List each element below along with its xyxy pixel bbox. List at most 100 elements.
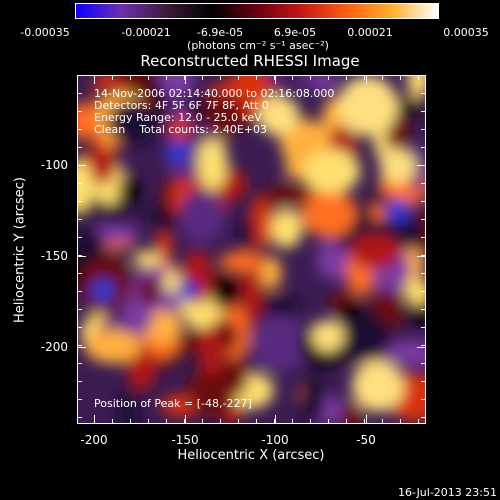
energy-range-info: Energy Range: 12.0 - 25.0 keV <box>94 111 262 124</box>
axis-tick <box>310 76 311 80</box>
axis-tick <box>94 76 95 84</box>
axis-tick <box>112 76 113 80</box>
axis-tick <box>400 76 401 80</box>
x-tick-label: -100 <box>261 433 289 447</box>
axis-tick <box>421 309 425 310</box>
axis-tick <box>421 291 425 292</box>
axis-tick <box>78 309 82 310</box>
axis-tick <box>78 183 82 184</box>
x-tick-label: -200 <box>80 433 108 447</box>
axis-tick <box>421 363 425 364</box>
axis-tick <box>78 237 82 238</box>
colorbar-tick-label: -0.00035 <box>20 26 70 39</box>
plot-title: Reconstructed RHESSI Image <box>140 52 360 70</box>
axis-tick <box>78 273 82 274</box>
axis-tick <box>421 111 425 112</box>
axis-tick <box>346 76 347 80</box>
axis-tick <box>112 419 113 423</box>
axis-tick <box>421 147 425 148</box>
axis-tick <box>185 415 186 423</box>
axis-tick <box>421 273 425 274</box>
y-tick-label: -200 <box>40 340 68 354</box>
axis-tick <box>328 419 329 423</box>
axis-tick <box>166 419 167 423</box>
axis-tick <box>366 415 367 423</box>
axis-tick <box>78 256 86 257</box>
axis-tick <box>421 399 425 400</box>
axis-tick <box>78 417 82 418</box>
axis-tick <box>275 76 276 84</box>
colorbar-unit-label: (photons cm⁻² s⁻¹ asec⁻²) <box>187 39 329 52</box>
axis-tick <box>382 419 383 423</box>
axis-tick <box>78 165 86 166</box>
x-tick-label: -150 <box>171 433 199 447</box>
axis-tick <box>292 419 293 423</box>
axis-tick <box>421 219 425 220</box>
axis-tick <box>421 129 425 130</box>
observation-time-range: 14-Nov-2006 02:14:40.000 to 02:16:08.000 <box>94 87 335 100</box>
axis-tick <box>417 256 425 257</box>
detectors-info: Detectors: 4F 5F 6F 7F 8F, Att 0 <box>94 99 269 112</box>
clean-total-counts: Clean Total counts: 2.40E+03 <box>94 123 268 136</box>
axis-tick <box>238 419 239 423</box>
colorbar <box>75 3 439 19</box>
axis-tick <box>421 183 425 184</box>
axis-tick <box>78 219 82 220</box>
axis-tick <box>274 76 275 80</box>
axis-tick <box>418 419 419 423</box>
axis-tick <box>421 237 425 238</box>
axis-tick <box>421 201 425 202</box>
axis-tick <box>421 345 425 346</box>
axis-tick <box>364 76 365 80</box>
peak-position: Position of Peak = [-48,-227] <box>94 397 252 410</box>
axis-tick <box>421 255 425 256</box>
axis-tick <box>94 415 95 423</box>
axis-tick <box>78 147 82 148</box>
colorbar-tick-label: 6.9e-05 <box>273 26 317 39</box>
image-plot-area[interactable] <box>77 75 426 424</box>
x-tick-label: -50 <box>356 433 376 447</box>
axis-tick <box>78 291 82 292</box>
axis-tick <box>78 345 82 346</box>
axis-tick <box>346 419 347 423</box>
axis-tick <box>184 419 185 423</box>
axis-tick <box>166 76 167 80</box>
axis-tick <box>220 419 221 423</box>
axis-tick <box>275 415 276 423</box>
axis-tick <box>202 419 203 423</box>
colorbar-tick-label: 0.00035 <box>443 26 489 39</box>
axis-tick <box>78 201 82 202</box>
axis-tick <box>421 381 425 382</box>
axis-tick <box>328 76 329 80</box>
axis-tick <box>382 76 383 80</box>
axis-tick <box>78 93 82 94</box>
axis-tick <box>148 419 149 423</box>
axis-tick <box>256 76 257 80</box>
axis-tick <box>256 419 257 423</box>
axis-tick <box>421 417 425 418</box>
axis-tick <box>421 327 425 328</box>
axis-tick <box>78 327 82 328</box>
axis-tick <box>78 255 82 256</box>
axis-tick <box>185 76 186 84</box>
axis-tick <box>418 76 419 80</box>
axis-tick <box>78 363 82 364</box>
colorbar-tick-label: -6.9e-05 <box>196 26 244 39</box>
axis-tick <box>238 76 239 80</box>
axis-tick <box>364 419 365 423</box>
axis-tick <box>130 419 131 423</box>
colorbar-tick-label: 0.00021 <box>347 26 393 39</box>
axis-tick <box>78 347 86 348</box>
axis-tick <box>130 76 131 80</box>
axis-tick <box>78 111 82 112</box>
plot-timestamp: 16-Jul-2013 23:51 <box>397 486 497 499</box>
axis-tick <box>310 419 311 423</box>
axis-tick <box>292 76 293 80</box>
y-tick-label: -150 <box>40 249 68 263</box>
axis-tick <box>220 76 221 80</box>
axis-tick <box>366 76 367 84</box>
axis-tick <box>274 419 275 423</box>
axis-tick <box>78 381 82 382</box>
axis-tick <box>78 399 82 400</box>
x-axis-label: Heliocentric X (arcsec) <box>177 448 325 463</box>
